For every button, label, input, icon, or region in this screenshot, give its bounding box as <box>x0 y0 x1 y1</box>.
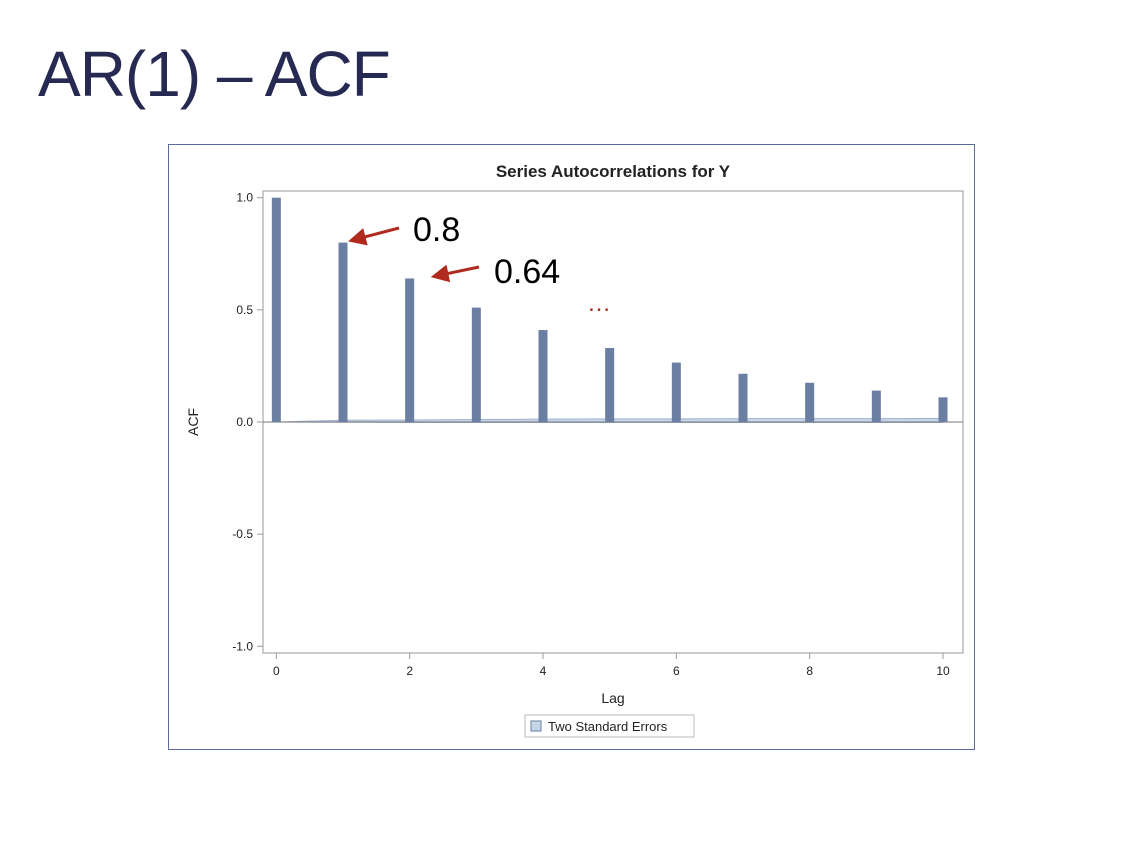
x-tick-label: 2 <box>406 664 413 678</box>
annotation-arrow <box>430 264 480 283</box>
acf-bar-lag-0 <box>271 197 281 422</box>
acf-bar-lag-9 <box>871 390 881 422</box>
acf-bar-lag-4 <box>538 330 548 422</box>
chart-title: Series Autocorrelations for Y <box>496 162 731 181</box>
legend-label: Two Standard Errors <box>548 719 668 734</box>
acf-bar-lag-3 <box>471 307 481 422</box>
x-axis-label: Lag <box>601 690 624 706</box>
acf-bar-lag-10 <box>938 397 948 422</box>
x-tick-label: 8 <box>806 664 813 678</box>
y-axis: -1.0 -0.5 0.0 0.5 1.0 <box>232 191 263 653</box>
slide-title: AR(1) – ACF <box>38 38 391 110</box>
x-axis: 0 2 4 6 8 10 <box>273 653 950 678</box>
annotation-ellipsis: … <box>587 290 611 317</box>
y-tick-label: 0.0 <box>236 415 253 429</box>
acf-chart: Series Autocorrelations for Y -1.0 -0.5 0.… <box>185 162 964 738</box>
bars-layer <box>271 197 948 422</box>
x-tick-label: 4 <box>540 664 547 678</box>
y-tick-label: 1.0 <box>236 191 253 205</box>
x-tick-label: 10 <box>936 664 950 678</box>
legend-box <box>524 714 695 738</box>
annotations-layer: 0.8 0.64 … <box>348 211 611 317</box>
annotation-label: 0.8 <box>413 211 460 249</box>
annotation-arrow <box>348 226 400 246</box>
y-tick-label: 0.5 <box>236 303 253 317</box>
x-tick-label: 6 <box>673 664 680 678</box>
annotation-label: 0.64 <box>494 253 560 291</box>
chart-panel: Series Autocorrelations for Y -1.0 -0.5 0.… <box>168 144 975 750</box>
x-tick-label: 0 <box>273 664 280 678</box>
legend-swatch <box>530 720 542 732</box>
acf-bar-lag-2 <box>405 278 415 422</box>
legend: Two Standard Errors <box>524 714 695 738</box>
acf-bar-lag-5 <box>605 347 615 422</box>
y-axis-label: ACF <box>185 408 201 436</box>
acf-bar-lag-7 <box>738 373 748 422</box>
y-tick-label: -0.5 <box>232 527 253 541</box>
acf-bar-lag-1 <box>338 242 348 422</box>
y-tick-label: -1.0 <box>232 639 253 653</box>
acf-bar-lag-6 <box>671 362 681 422</box>
acf-bar-lag-8 <box>805 382 815 422</box>
